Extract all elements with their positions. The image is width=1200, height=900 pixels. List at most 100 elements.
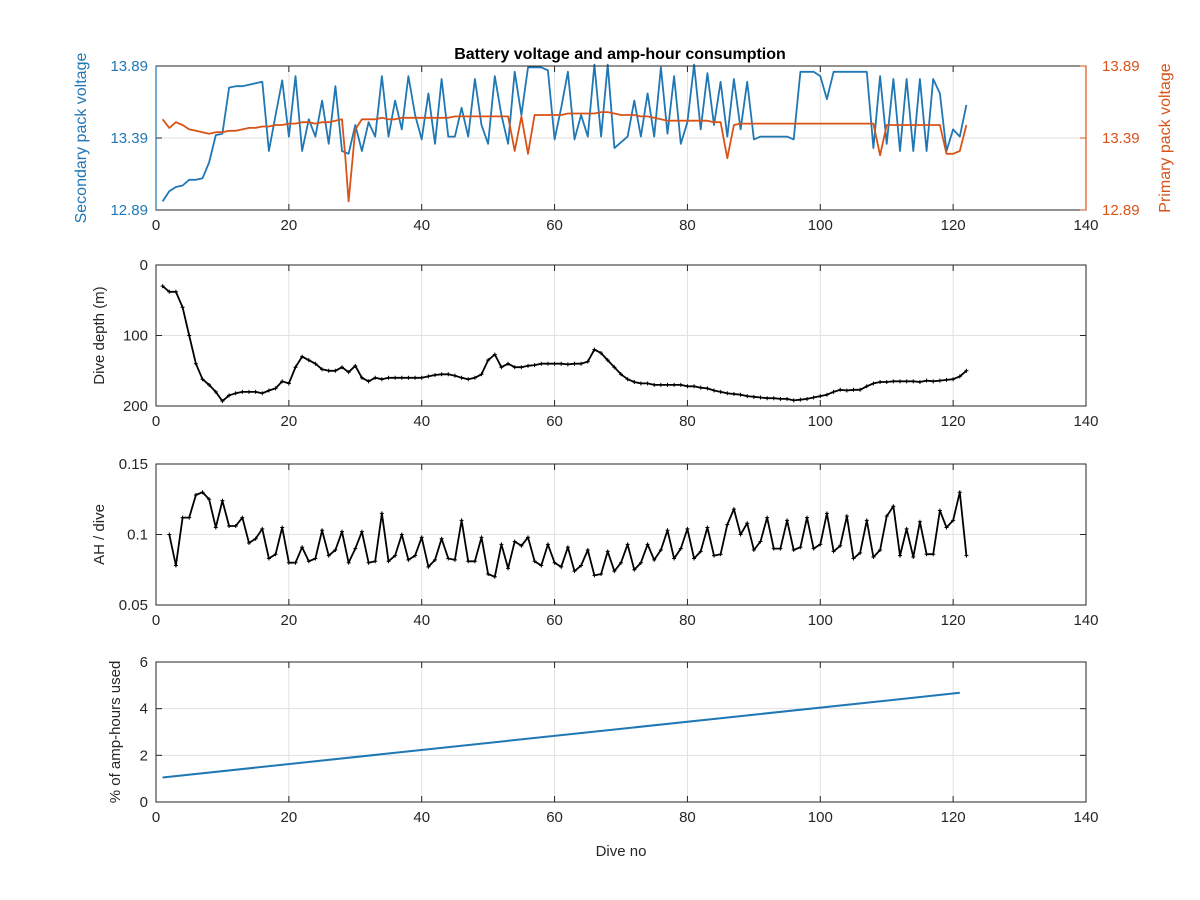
- data-point: [964, 368, 969, 373]
- data-point: [725, 522, 730, 527]
- data-point: [512, 539, 517, 544]
- y-tick-label: 6: [140, 654, 148, 671]
- data-point: [612, 365, 617, 370]
- data-point: [605, 549, 610, 554]
- data-point: [253, 536, 258, 541]
- data-point: [957, 490, 962, 495]
- figure-title: Battery voltage and amp-hour consumption: [454, 46, 786, 63]
- data-point: [884, 514, 889, 519]
- data-point: [652, 382, 657, 387]
- y-tick-label: 0: [140, 257, 148, 274]
- data-point: [838, 543, 843, 548]
- data-point: [672, 382, 677, 387]
- data-point: [638, 560, 643, 565]
- y-tick-label: 0.05: [119, 597, 148, 614]
- x-tick-label: 0: [152, 612, 160, 629]
- data-point: [359, 375, 364, 380]
- data-point: [413, 375, 418, 380]
- y-tick-label: 0.1: [127, 527, 148, 544]
- data-point: [266, 556, 271, 561]
- data-point: [712, 553, 716, 558]
- y-right-tick-label: 12.89: [1102, 202, 1140, 219]
- data-point: [280, 379, 285, 384]
- data-point: [240, 389, 245, 394]
- data-point: [266, 388, 271, 393]
- y-right-tick-label: 13.39: [1102, 130, 1140, 147]
- data-point: [379, 511, 384, 516]
- y-tick-label: 13.89: [110, 58, 148, 75]
- data-point: [439, 536, 444, 541]
- data-point: [439, 372, 444, 377]
- series-line-1: [162, 691, 960, 779]
- data-point: [227, 524, 232, 529]
- data-point: [492, 574, 497, 579]
- data-point: [552, 361, 557, 366]
- data-point: [486, 358, 491, 363]
- data-point: [386, 559, 391, 564]
- data-point: [472, 375, 477, 380]
- y-axis-label: Dive depth (m): [91, 286, 108, 384]
- data-point: [917, 519, 922, 524]
- y-tick-label: 100: [123, 328, 148, 345]
- data-point: [791, 398, 796, 403]
- data-point: [346, 560, 351, 565]
- data-point: [233, 391, 238, 396]
- data-point: [373, 375, 378, 380]
- x-tick-label: 20: [281, 809, 298, 826]
- data-point: [187, 515, 192, 520]
- data-point: [838, 387, 843, 392]
- data-point: [539, 563, 544, 568]
- x-tick-label: 0: [152, 217, 160, 234]
- data-point: [466, 559, 471, 564]
- x-tick-label: 140: [1073, 809, 1098, 826]
- data-point: [579, 563, 584, 568]
- data-point: [599, 351, 604, 356]
- data-point: [466, 377, 471, 382]
- x-axis-label: Dive no: [596, 843, 647, 860]
- data-point: [745, 394, 750, 399]
- data-point: [306, 358, 311, 363]
- data-point: [898, 379, 902, 384]
- data-point: [858, 550, 863, 555]
- data-point: [692, 556, 697, 561]
- data-point: [738, 392, 743, 397]
- x-tick-label: 0: [152, 809, 160, 826]
- data-point: [393, 375, 398, 380]
- data-point: [200, 377, 205, 382]
- data-point: [871, 381, 876, 386]
- data-point: [413, 553, 418, 558]
- data-point: [665, 528, 670, 533]
- data-point: [619, 372, 623, 377]
- data-point: [506, 566, 511, 571]
- data-point: [944, 377, 949, 382]
- data-point: [692, 384, 697, 389]
- data-point: [911, 379, 916, 384]
- data-point: [957, 374, 962, 379]
- data-point: [758, 539, 763, 544]
- data-point: [758, 395, 763, 400]
- data-point: [765, 515, 770, 520]
- data-point: [366, 560, 371, 565]
- data-point: [399, 375, 404, 380]
- x-tick-label: 140: [1073, 413, 1098, 430]
- y-tick-label: 13.39: [110, 130, 148, 147]
- data-point: [811, 395, 816, 400]
- x-tick-label: 100: [808, 809, 833, 826]
- data-point: [227, 393, 232, 398]
- data-point: [851, 387, 856, 392]
- data-point: [738, 532, 743, 537]
- data-point: [519, 365, 524, 370]
- data-point: [399, 532, 404, 537]
- data-point: [937, 378, 942, 383]
- data-point: [320, 367, 325, 372]
- data-point: [559, 361, 564, 366]
- data-point: [625, 542, 630, 547]
- data-point: [160, 284, 165, 289]
- data-point: [433, 557, 437, 562]
- data-point: [878, 380, 883, 385]
- data-point: [765, 396, 770, 401]
- data-point: [433, 372, 437, 377]
- data-point: [545, 361, 550, 366]
- data-point: [619, 560, 623, 565]
